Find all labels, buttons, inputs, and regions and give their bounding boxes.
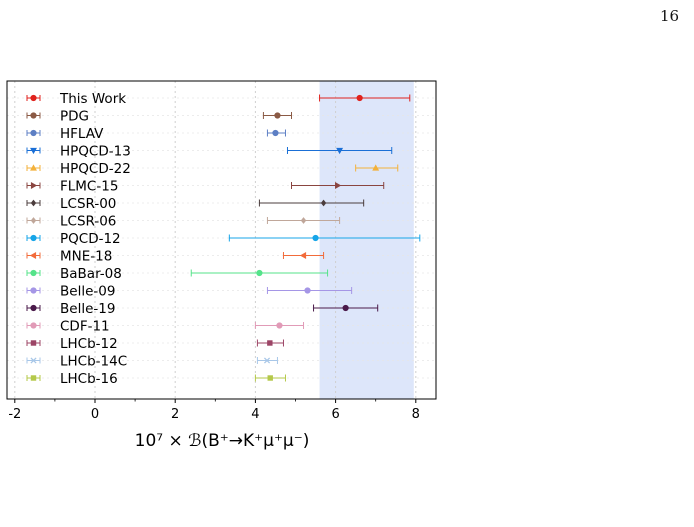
data-point-marker bbox=[256, 269, 263, 277]
data-point-marker bbox=[335, 182, 342, 189]
legend-handle-marker bbox=[29, 252, 37, 259]
legend-handle-marker bbox=[30, 112, 37, 119]
data-point-marker bbox=[276, 322, 283, 329]
legend-label: LCSR-06 bbox=[60, 214, 116, 230]
legend-handle-marker bbox=[30, 340, 37, 346]
plot-frame bbox=[6, 80, 437, 400]
legend-label: Belle-19 bbox=[60, 301, 115, 317]
data-point-marker bbox=[336, 147, 344, 155]
highlight-band bbox=[319, 81, 414, 399]
legend-handle-marker bbox=[30, 147, 37, 155]
legend-handle-marker bbox=[30, 357, 37, 364]
legend-label: LHCb-14C bbox=[60, 354, 127, 370]
legend-label: LCSR-00 bbox=[60, 196, 116, 212]
grid-layer bbox=[7, 81, 436, 399]
data-point-marker bbox=[272, 129, 279, 137]
legend-label: HPQCD-13 bbox=[60, 144, 131, 160]
data-point-marker bbox=[274, 112, 281, 119]
data-point-marker bbox=[372, 164, 380, 171]
legend-label: This Work bbox=[59, 91, 126, 107]
data-point-marker bbox=[267, 375, 273, 381]
legend-handle-marker bbox=[30, 182, 38, 189]
x-tick-label: 6 bbox=[331, 407, 339, 422]
legend-handle-marker bbox=[30, 269, 37, 277]
x-tick-label: 2 bbox=[171, 407, 179, 422]
legend-label: BaBar-08 bbox=[60, 266, 122, 282]
data-point-marker bbox=[299, 252, 307, 259]
legend-handle-marker bbox=[30, 199, 37, 207]
axis-ticks: -2 0 2 4 6 8 bbox=[8, 399, 420, 422]
legend-handle-marker bbox=[30, 234, 37, 242]
x-tick-label: 0 bbox=[91, 407, 99, 422]
legend-label: PDG bbox=[60, 109, 89, 125]
x-tick-label: -2 bbox=[8, 407, 21, 422]
legend-handle-marker bbox=[30, 217, 37, 224]
data-point-marker bbox=[267, 340, 273, 346]
data-point-marker bbox=[320, 199, 327, 207]
data-point-marker bbox=[312, 234, 319, 242]
legend-label: LHCb-16 bbox=[60, 371, 118, 387]
legend-label: LHCb-12 bbox=[60, 336, 118, 352]
data-point-marker bbox=[356, 94, 363, 102]
data-point-marker bbox=[263, 357, 271, 364]
legend-label: HFLAV bbox=[60, 126, 104, 142]
x-tick-label: 8 bbox=[412, 407, 420, 422]
legend-label: MNE-18 bbox=[60, 249, 112, 265]
data-point-marker bbox=[342, 304, 349, 312]
legend-label: HPQCD-22 bbox=[60, 161, 131, 177]
page-number: 16 bbox=[660, 7, 680, 25]
x-axis-label: 10⁷ × ℬ(B⁺→K⁺μ⁺μ⁻) bbox=[135, 431, 310, 451]
x-tick-label: 4 bbox=[251, 407, 259, 422]
legend-label: CDF-11 bbox=[60, 319, 110, 335]
data-point-marker bbox=[304, 287, 311, 294]
data-layer bbox=[190, 94, 421, 382]
data-point-marker bbox=[300, 217, 307, 224]
legend-label: PQCD-12 bbox=[60, 231, 121, 247]
legend-handle-marker bbox=[30, 287, 37, 294]
legend-label: Belle-09 bbox=[60, 284, 115, 300]
legend-label: FLMC-15 bbox=[60, 179, 118, 195]
legend-handle-marker bbox=[30, 129, 37, 137]
legend-handle-marker bbox=[30, 94, 37, 102]
legend-handle-marker bbox=[30, 322, 37, 329]
highlight-band-layer bbox=[319, 81, 414, 399]
legend-handle-marker bbox=[30, 164, 37, 171]
legend-handle-marker bbox=[30, 375, 37, 381]
legend-handle-marker bbox=[30, 304, 37, 312]
